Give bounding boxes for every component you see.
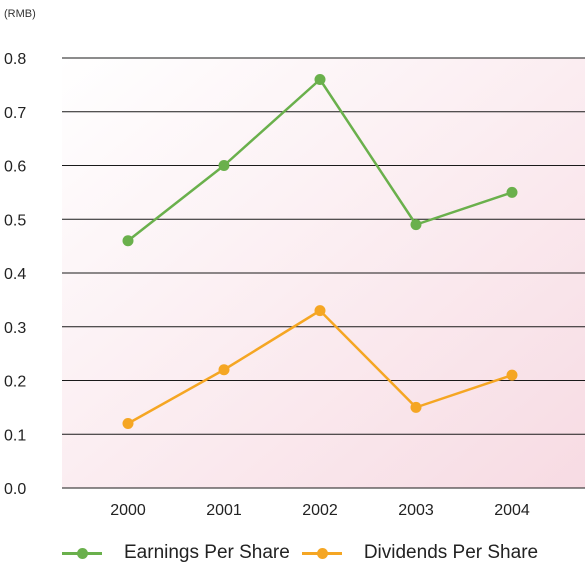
grid-lines xyxy=(62,57,585,489)
y-tick-label: 0.2 xyxy=(4,374,26,391)
data-point xyxy=(122,235,134,247)
data-point xyxy=(506,369,518,381)
legend-swatch-dividends xyxy=(301,546,342,560)
y-tick-label: 0.5 xyxy=(4,212,26,229)
legend-label-earnings: Earnings Per Share xyxy=(124,542,290,563)
legend: Earnings Per Share Dividends Per Share xyxy=(62,540,550,566)
data-point xyxy=(122,418,134,429)
y-tick-label: 0.0 xyxy=(4,481,26,498)
data-point xyxy=(314,74,326,85)
y-tick-label: 0.4 xyxy=(4,266,26,283)
data-point xyxy=(410,401,422,413)
unit-label: (RMB) xyxy=(4,8,36,20)
x-tick-label: 2004 xyxy=(494,502,530,519)
data-point xyxy=(218,160,230,171)
y-tick-label: 0.1 xyxy=(4,427,26,444)
y-tick-label: 0.6 xyxy=(4,159,26,176)
data-point xyxy=(506,186,518,198)
data-point xyxy=(314,305,326,317)
legend-dot-dividends xyxy=(316,548,328,559)
x-tick-label: 2000 xyxy=(110,502,146,519)
data-point xyxy=(218,364,230,376)
legend-item-dividends: Dividends Per Share xyxy=(301,542,539,564)
x-tick-label: 2001 xyxy=(206,502,242,519)
x-tick-label: 2003 xyxy=(398,502,434,519)
x-tick-label: 2002 xyxy=(302,502,338,519)
y-tick-label: 0.8 xyxy=(4,51,26,68)
y-tick-label: 0.7 xyxy=(4,105,26,122)
x-axis-ticks: 2000 2001 2002 2003 2004 xyxy=(110,502,530,519)
legend-dot-earnings xyxy=(77,548,88,559)
y-tick-label: 0.3 xyxy=(4,320,26,337)
legend-label-dividends: Dividends Per Share xyxy=(363,542,539,563)
legend-swatch-earnings xyxy=(62,546,102,560)
y-axis-ticks: 0.0 0.1 0.2 0.3 0.4 0.5 0.6 0.7 0.8 xyxy=(4,51,26,498)
series-group xyxy=(122,74,518,429)
data-point xyxy=(410,219,422,231)
legend-item-earnings: Earnings Per Share xyxy=(62,542,290,564)
